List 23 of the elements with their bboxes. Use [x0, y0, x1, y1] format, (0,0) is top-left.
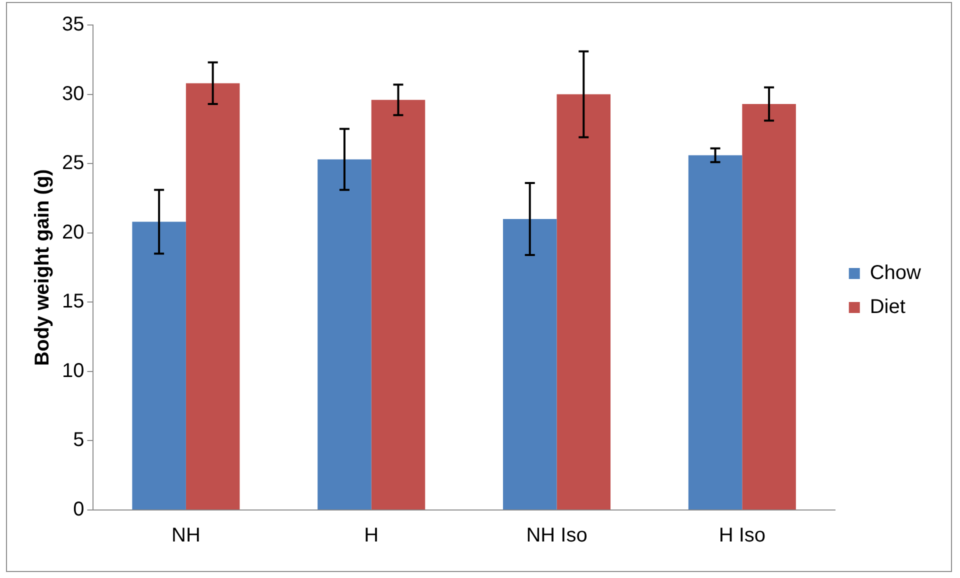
bar — [556, 94, 611, 510]
x-tick-label: H Iso — [718, 524, 766, 547]
x-tick-label: H — [364, 524, 379, 547]
y-tick-label: 35 — [62, 14, 84, 36]
bar — [742, 104, 796, 510]
y-tick-label: 15 — [62, 290, 84, 313]
legend-label: Chow — [870, 262, 922, 284]
bar — [502, 219, 557, 510]
y-tick-label: 20 — [62, 221, 84, 244]
y-tick-label: 5 — [73, 429, 84, 452]
y-tick-label: 25 — [62, 152, 84, 174]
bar — [371, 100, 426, 510]
y-tick-label: 0 — [73, 498, 84, 521]
x-tick-label: NH Iso — [526, 524, 588, 547]
y-tick-label: 10 — [62, 360, 84, 382]
bar — [132, 222, 186, 510]
y-axis-title: Body weight gain (g) — [32, 169, 54, 366]
bar — [186, 83, 240, 510]
legend-label: Diet — [870, 296, 906, 318]
x-tick-label: NH — [172, 524, 200, 547]
bar — [688, 155, 742, 510]
y-tick-label: 30 — [62, 82, 84, 105]
bar — [318, 159, 372, 510]
